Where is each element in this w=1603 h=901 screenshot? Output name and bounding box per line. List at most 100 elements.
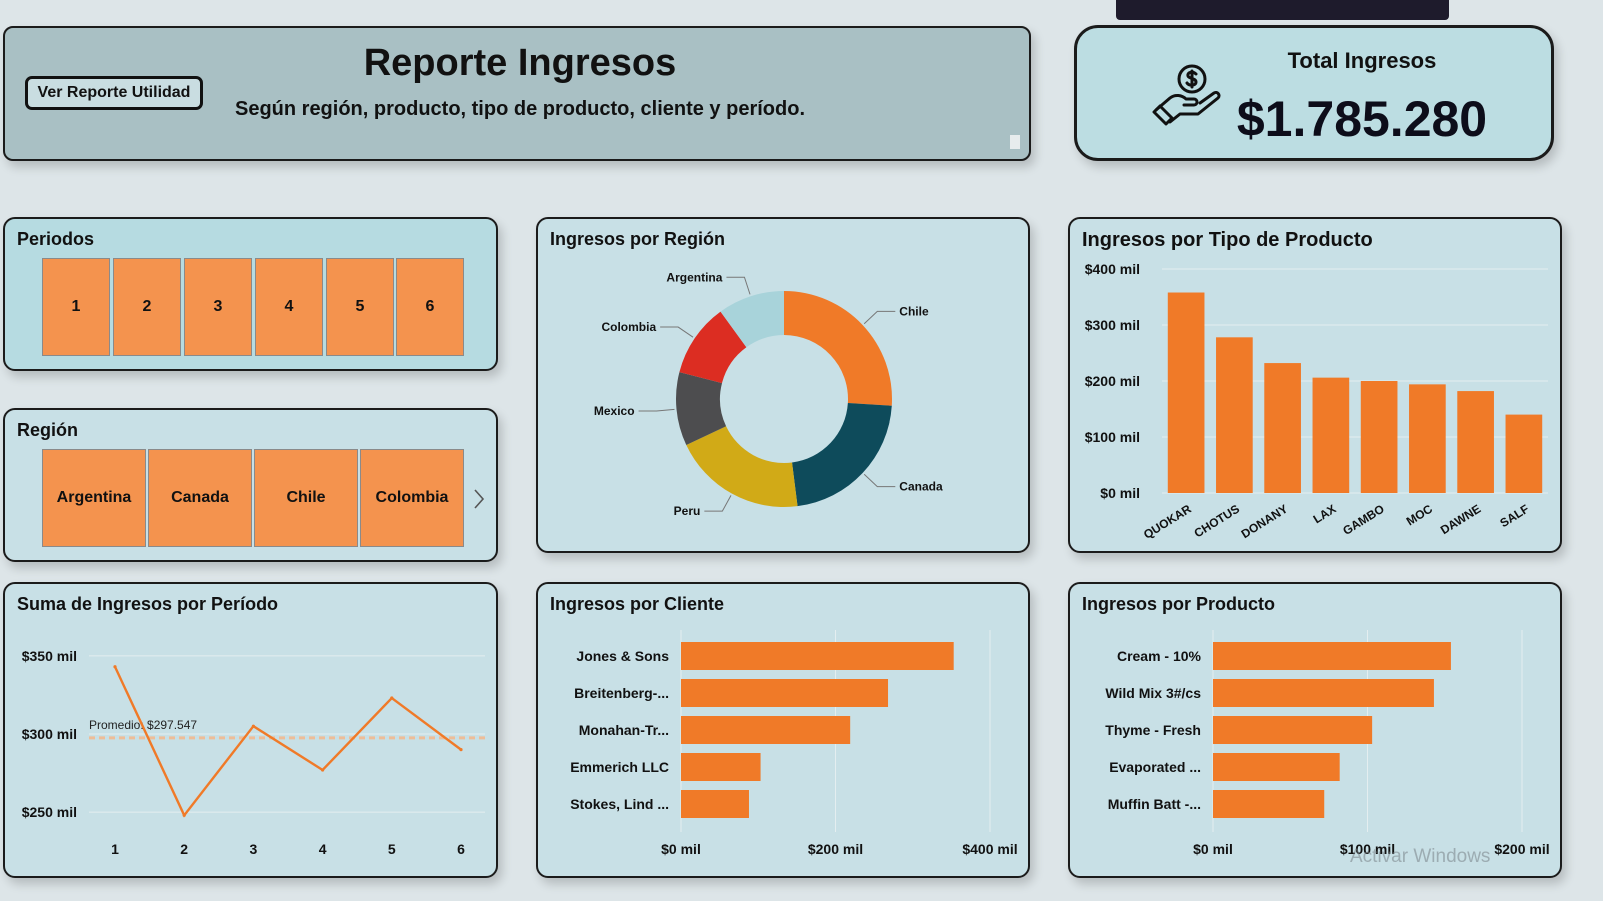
- tipo-producto-chart: $0 mil $100 mil $200 mil $300 mil $400 mil QU…: [1085, 261, 1548, 542]
- donut-slice-0: [784, 291, 892, 406]
- line-series: [113, 666, 462, 818]
- line-ytick-0: $250 mil: [22, 804, 77, 820]
- donut-leader-0: [863, 310, 896, 325]
- line-xtick-3: 4: [319, 841, 327, 857]
- line-ytick-1: $300 mil: [22, 726, 77, 742]
- region-chart-title: Ingresos por Región: [550, 229, 726, 249]
- producto-bar-0: [1213, 642, 1451, 670]
- donut-label-5: Argentina: [666, 270, 722, 284]
- line-point-4: [390, 696, 394, 700]
- region-donut-panel: Ingresos por Región Chile Canada Peru Mexic…: [536, 217, 1030, 553]
- header-banner: Reporte Ingresos Según región, producto,…: [3, 26, 1031, 161]
- chevron-right-icon[interactable]: [471, 488, 487, 510]
- cliente-bar-0: [681, 642, 954, 670]
- line-point-5: [459, 748, 463, 752]
- periodo-tile-6[interactable]: 6: [396, 258, 464, 356]
- cliente-bar-4: [681, 790, 749, 818]
- line-xtick-4: 5: [388, 841, 396, 857]
- cliente-label-3: Emmerich LLC: [570, 759, 669, 775]
- donut-label-3: Mexico: [594, 404, 635, 418]
- tipo-ytick-0: $0 mil: [1100, 485, 1140, 501]
- tipo-bar-3: [1312, 377, 1350, 493]
- page-subtitle: Según región, producto, tipo de producto…: [234, 98, 805, 120]
- cliente-panel: Ingresos por Cliente $0 mil $200 mil $400 …: [536, 582, 1030, 878]
- periodo-tile-4[interactable]: 4: [255, 258, 323, 356]
- page-title: Reporte Ingresos: [363, 42, 677, 84]
- donut-leader-5: [726, 276, 751, 295]
- periodo-tile-1[interactable]: 1: [42, 258, 110, 356]
- donut-label-4: Colombia: [601, 320, 656, 334]
- producto-label-4: Muffin Batt -...: [1108, 796, 1201, 812]
- tipo-xtick-1: CHOTUS: [1192, 502, 1242, 541]
- producto-label-1: Wild Mix 3#/cs: [1105, 685, 1201, 701]
- tipo-xtick-5: MOC: [1404, 501, 1435, 528]
- tipo-ytick-3: $300 mil: [1085, 317, 1140, 333]
- tipo-xtick-0: QUOKAR: [1141, 502, 1194, 542]
- donut-slice-1: [792, 403, 892, 507]
- tipo-xtick-4: GAMBO: [1340, 502, 1386, 538]
- donut-leader-4: [660, 326, 694, 338]
- cliente-bar-1: [681, 679, 889, 707]
- producto-xtick-2: $200 mil: [1494, 841, 1549, 857]
- tipo-bar-4: [1360, 381, 1398, 493]
- periodo-tile-3[interactable]: 3: [184, 258, 252, 356]
- tipo-xtick-3: LAX: [1311, 502, 1339, 527]
- cliente-xtick-2: $400 mil: [962, 841, 1017, 857]
- cliente-xtick-1: $200 mil: [808, 841, 863, 857]
- donut-label-1: Canada: [899, 480, 943, 494]
- tipo-xtick-6: DAWNE: [1438, 502, 1483, 538]
- money-hand-icon: [1152, 62, 1224, 128]
- tipo-ytick-2: $200 mil: [1085, 373, 1140, 389]
- cliente-bar-3: [681, 753, 761, 781]
- producto-label-0: Cream - 10%: [1117, 648, 1202, 664]
- tipo-ytick-4: $400 mil: [1085, 261, 1140, 277]
- line-xtick-0: 1: [111, 841, 119, 857]
- cliente-title: Ingresos por Cliente: [550, 594, 725, 614]
- producto-xtick-0: $0 mil: [1193, 841, 1233, 857]
- cliente-bar-chart: $0 mil $200 mil $400 mil Jones & Sons Breite…: [570, 630, 1018, 857]
- region-donut-chart: Chile Canada Peru Mexico Colombia Argentina: [594, 270, 943, 518]
- cliente-label-0: Jones & Sons: [576, 648, 669, 664]
- cliente-bar-2: [681, 716, 851, 744]
- producto-title: Ingresos por Producto: [1082, 594, 1276, 614]
- region-tile-canada[interactable]: Canada: [148, 449, 252, 547]
- donut-slice-4: [679, 311, 747, 384]
- producto-bar-3: [1213, 753, 1340, 781]
- producto-bar-4: [1213, 790, 1325, 818]
- producto-panel: Ingresos por Producto $0 mil $100 mil $200…: [1068, 582, 1562, 878]
- periodo-tile-5[interactable]: 5: [326, 258, 394, 356]
- tipo-xtick-2: DONANY: [1239, 502, 1291, 541]
- tipo-producto-panel: Ingresos por Tipo de Producto $0 mil $100…: [1068, 217, 1562, 553]
- producto-xtick-1: $100 mil: [1340, 841, 1395, 857]
- periodos-title: Periodos: [17, 229, 95, 249]
- producto-label-3: Evaporated ...: [1109, 759, 1201, 775]
- region-tile-colombia[interactable]: Colombia: [360, 449, 464, 547]
- producto-bar-2: [1213, 716, 1373, 744]
- tipo-bar-6: [1457, 391, 1494, 493]
- line-xtick-2: 3: [250, 841, 258, 857]
- scroll-handle[interactable]: [1010, 135, 1020, 149]
- producto-bar-1: [1213, 679, 1434, 707]
- periodo-line-panel: Suma de Ingresos por Período $250 mil $30…: [3, 582, 498, 878]
- cliente-label-4: Stokes, Lind ...: [570, 796, 669, 812]
- region-title: Región: [17, 420, 78, 440]
- periodo-tile-2[interactable]: 2: [113, 258, 181, 356]
- donut-label-0: Chile: [899, 304, 929, 318]
- ver-reporte-utilidad-button[interactable]: Ver Reporte Utilidad: [25, 76, 203, 110]
- tipo-bar-2: [1264, 363, 1301, 493]
- tipo-producto-title: Ingresos por Tipo de Producto: [1082, 229, 1373, 251]
- tipo-bar-7: [1505, 414, 1543, 493]
- producto-label-2: Thyme - Fresh: [1105, 722, 1201, 738]
- donut-slice-2: [686, 426, 798, 507]
- line-point-0: [113, 665, 117, 669]
- region-tile-argentina[interactable]: Argentina: [42, 449, 146, 547]
- line-xtick-1: 2: [180, 841, 188, 857]
- region-tile-chile[interactable]: Chile: [254, 449, 358, 547]
- donut-slice-5: [720, 291, 784, 348]
- donut-leader-2: [704, 495, 732, 512]
- producto-bar-chart: $0 mil $100 mil $200 mil Cream - 10% Wild Mi…: [1105, 630, 1550, 857]
- tipo-bar-0: [1167, 292, 1205, 493]
- donut-leader-3: [638, 408, 675, 412]
- line-point-3: [321, 768, 325, 772]
